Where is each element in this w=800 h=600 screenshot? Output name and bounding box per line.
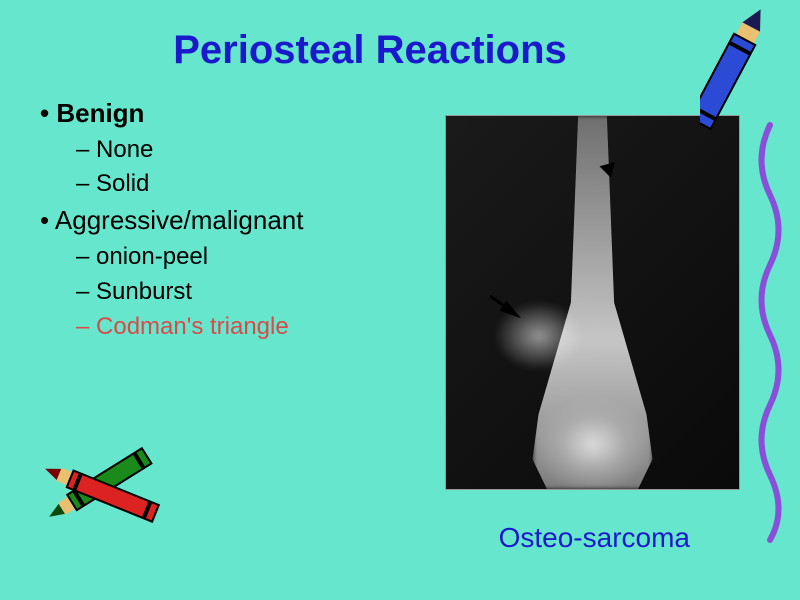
slide-title: Periosteal Reactions	[0, 0, 800, 73]
xray-arrowhead-annotation	[599, 162, 618, 180]
crayon-decoration-bottom-left	[40, 425, 190, 545]
squiggle-decoration	[748, 120, 792, 550]
image-caption: Osteo-sarcoma	[499, 522, 690, 554]
xray-image	[445, 115, 740, 490]
